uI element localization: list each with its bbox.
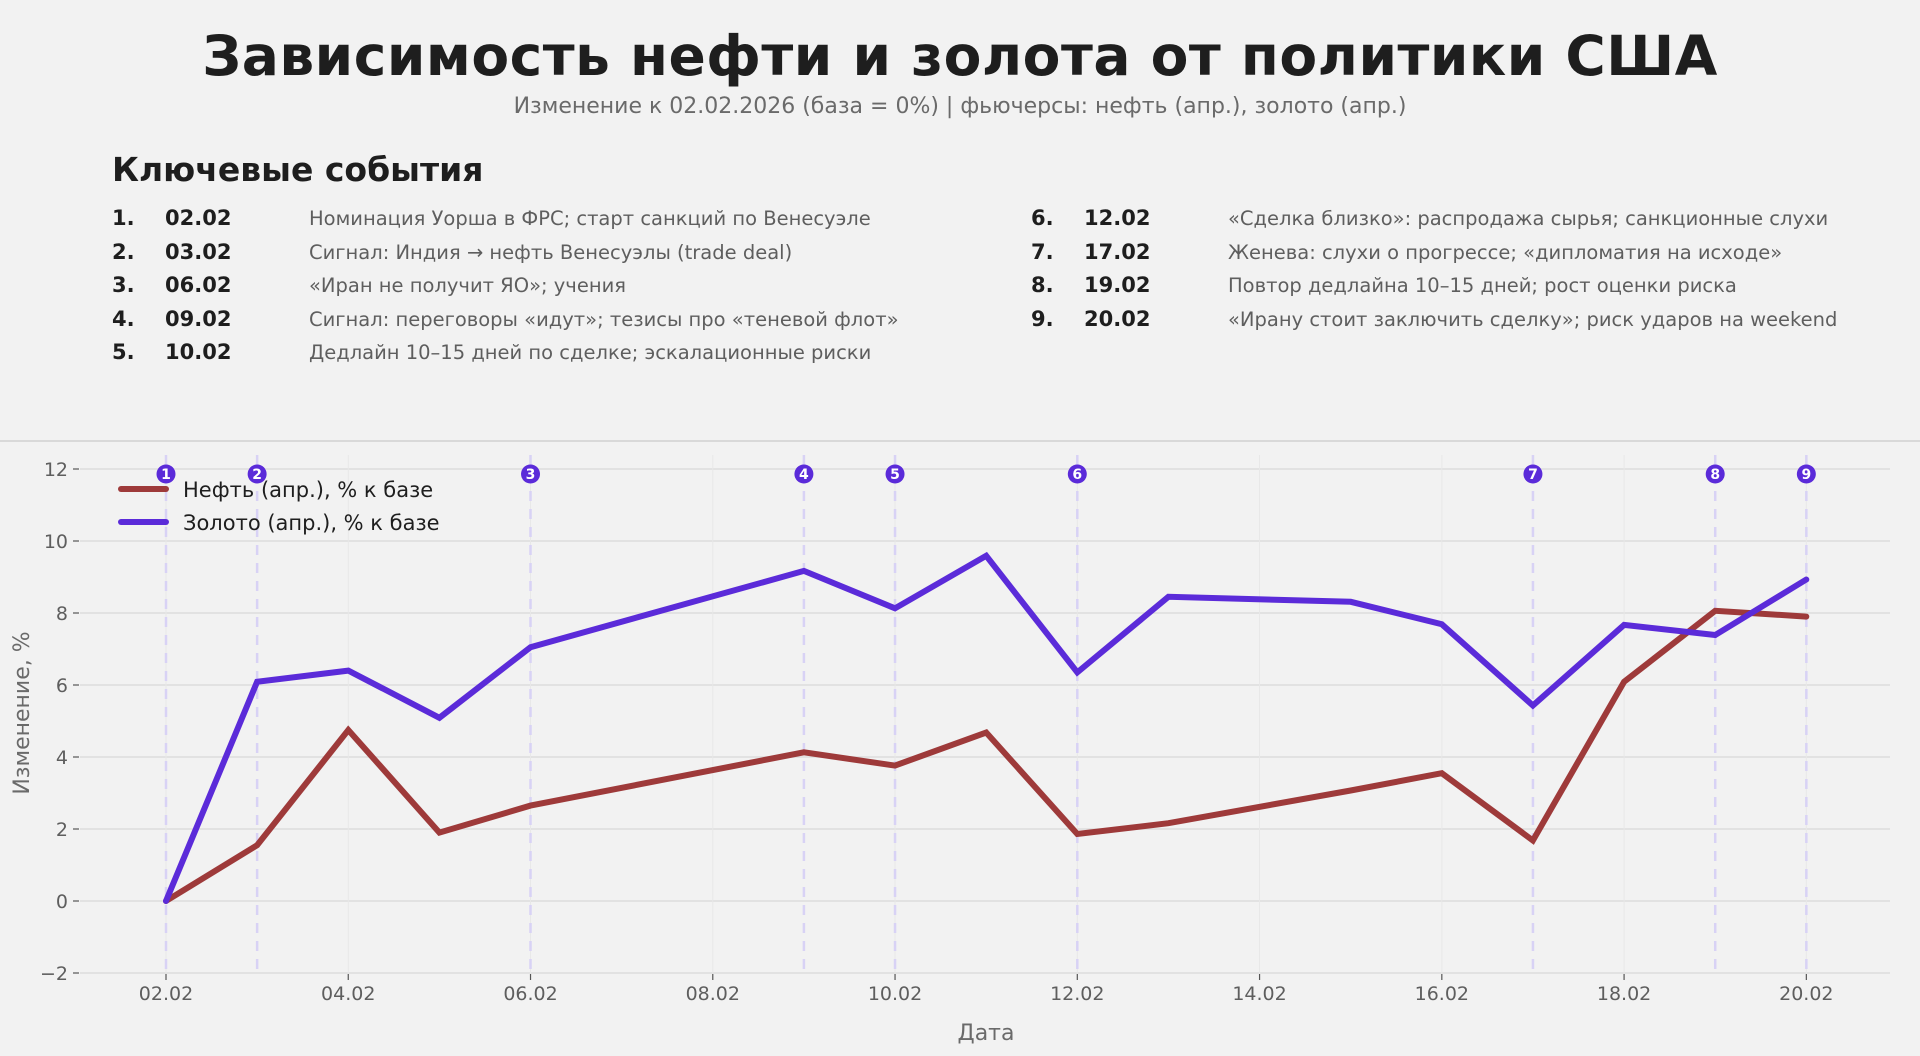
x-tick-label: 02.02 xyxy=(139,983,193,1005)
event-badge-3: 3 xyxy=(521,464,541,484)
event-date: 02.02 xyxy=(165,206,232,230)
gold-line xyxy=(163,551,1810,904)
x-tick-label: 06.02 xyxy=(503,983,557,1005)
event-number: 6. xyxy=(1031,206,1054,230)
event-date: 10.02 xyxy=(165,340,232,365)
y-tick-label: 6 xyxy=(56,675,68,697)
y-tick-label: 8 xyxy=(56,603,68,625)
x-tick-label: 04.02 xyxy=(321,983,375,1005)
event-text: Сигнал: Индия → нефть Венесуэлы (trade d… xyxy=(309,240,793,264)
svg-text:5: 5 xyxy=(890,467,900,483)
event-date: 12.02 xyxy=(1084,206,1151,230)
x-tick-label: 18.02 xyxy=(1597,983,1651,1005)
events-heading: Ключевые события xyxy=(112,150,484,189)
event-number: 3. xyxy=(112,273,135,298)
data-series xyxy=(163,551,1810,904)
event-badge-5: 5 xyxy=(885,464,905,484)
event-date: 19.02 xyxy=(1084,273,1151,298)
legend: Нефть (апр.), % к базе Золото (апр.), % к… xyxy=(118,478,440,535)
y-tick-label: 4 xyxy=(56,747,68,769)
event-number: 7. xyxy=(1031,239,1054,264)
chart-subtitle: Изменение к 02.02.2026 (база = 0%) | фью… xyxy=(513,94,1407,119)
event-date: 09.02 xyxy=(165,306,232,331)
event-badge-6: 6 xyxy=(1067,464,1087,484)
svg-text:7: 7 xyxy=(1528,467,1538,483)
event-date: 20.02 xyxy=(1084,306,1151,331)
event-text: «Сделка близко»: распродажа сырья; санкц… xyxy=(1228,207,1829,230)
svg-text:9: 9 xyxy=(1801,467,1811,483)
event-badge-1: 1 xyxy=(156,464,176,484)
y-tick-label: 10 xyxy=(44,531,68,553)
event-badge-9: 9 xyxy=(1796,464,1816,484)
oil-line xyxy=(163,607,1810,904)
gold-legend-label: Золото (апр.), % к базе xyxy=(183,511,440,535)
y-axis: −2 0 2 4 6 8 10 12 xyxy=(40,459,79,985)
svg-text:6: 6 xyxy=(1072,467,1082,483)
event-text: Номинация Уорша в ФРС; старт санкций по … xyxy=(309,207,871,230)
y-axis-label: Изменение, % xyxy=(10,631,35,794)
x-tick-label: 08.02 xyxy=(686,983,740,1005)
event-text: «Ирану стоит заключить сделку»; риск уда… xyxy=(1228,307,1838,331)
chart-title: Зависимость нефти и золота от политики С… xyxy=(202,24,1718,88)
y-tick-label: −2 xyxy=(40,963,68,985)
event-badge-8: 8 xyxy=(1705,464,1725,484)
event-text: «Иран не получит ЯО»; учения xyxy=(309,274,626,298)
event-number: 1. xyxy=(112,206,135,230)
x-tick-label: 12.02 xyxy=(1050,983,1104,1005)
event-number: 5. xyxy=(112,340,135,365)
x-axis: 02.02 04.02 06.02 08.02 10.02 12.02 14.02 16.02… xyxy=(139,974,1834,1005)
event-badge-2: 2 xyxy=(247,464,267,484)
event-badges: 1 2 3 4 5 6 7 8 9 xyxy=(156,464,1816,484)
y-tick-label: 12 xyxy=(44,459,68,481)
event-number: 2. xyxy=(112,239,135,264)
section-divider xyxy=(0,440,1920,442)
event-marker-lines xyxy=(164,455,1808,973)
event-text: Сигнал: переговоры «идут»; тезисы про «т… xyxy=(309,307,899,331)
x-tick-label: 10.02 xyxy=(868,983,922,1005)
x-tick-label: 20.02 xyxy=(1779,983,1833,1005)
svg-text:1: 1 xyxy=(161,467,171,483)
event-text: Повтор дедлайна 10–15 дней; рост оценки … xyxy=(1228,274,1737,298)
event-badge-4: 4 xyxy=(794,464,814,484)
event-date: 03.02 xyxy=(165,239,232,264)
event-number: 9. xyxy=(1031,306,1054,331)
svg-text:2: 2 xyxy=(252,467,262,483)
y-tick-label: 2 xyxy=(56,819,68,841)
oil-legend-label: Нефть (апр.), % к базе xyxy=(183,478,433,502)
event-number: 4. xyxy=(112,306,135,331)
svg-text:3: 3 xyxy=(526,467,536,483)
grid-lines xyxy=(80,455,1890,974)
y-tick-label: 0 xyxy=(56,891,68,913)
x-tick-label: 14.02 xyxy=(1232,983,1286,1005)
event-text: Женева: слухи о прогрессе; «дипломатия н… xyxy=(1228,240,1783,264)
svg-text:4: 4 xyxy=(799,467,809,483)
x-axis-label: Дата xyxy=(958,1021,1015,1046)
event-number: 8. xyxy=(1031,273,1054,298)
x-tick-label: 16.02 xyxy=(1415,983,1469,1005)
event-date: 17.02 xyxy=(1084,239,1151,264)
event-date: 06.02 xyxy=(165,273,232,298)
event-badge-7: 7 xyxy=(1523,464,1543,484)
event-text: Дедлайн 10–15 дней по сделке; эскалацион… xyxy=(309,341,872,365)
svg-text:8: 8 xyxy=(1710,467,1720,483)
